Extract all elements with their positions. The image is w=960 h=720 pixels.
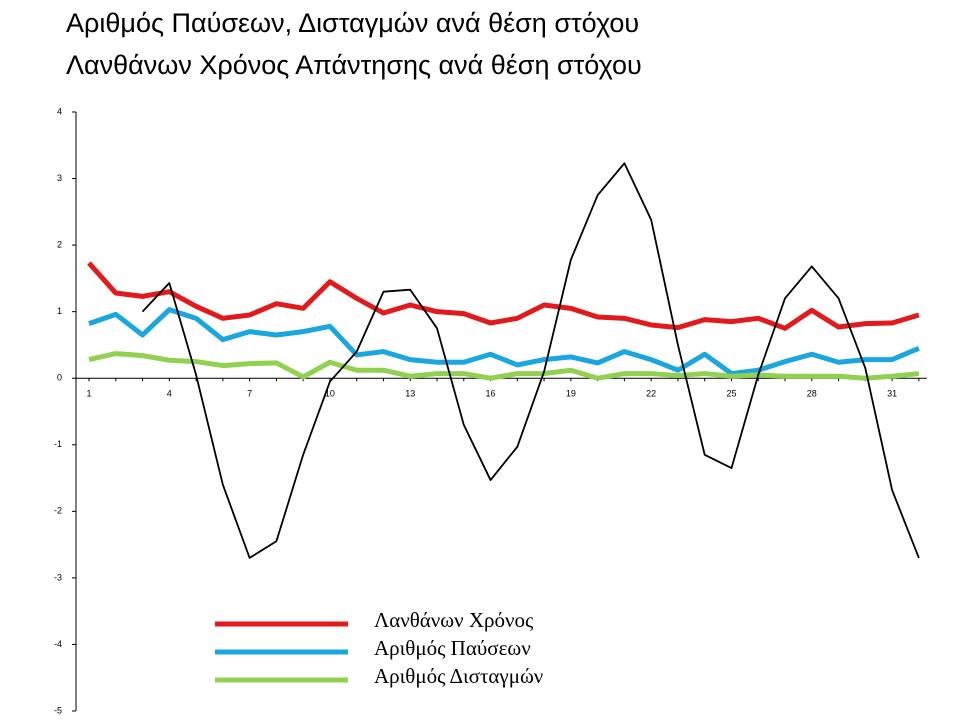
x-tick-label: 1 xyxy=(86,389,91,399)
chart-title: Αριθμός Παύσεων, Δισταγμών ανά θέση στόχ… xyxy=(66,8,639,38)
y-tick-label: -3 xyxy=(54,572,62,582)
y-tick-label: 1 xyxy=(57,306,62,316)
series-line xyxy=(88,307,920,377)
y-tick-label: -4 xyxy=(54,639,62,649)
x-tick-label: 22 xyxy=(646,389,656,399)
series-line xyxy=(87,261,920,331)
y-tick-label: 0 xyxy=(57,373,62,383)
x-tick-label: 28 xyxy=(807,389,817,399)
x-tick-label: 19 xyxy=(566,389,576,399)
y-tick-label: -5 xyxy=(54,705,62,715)
legend-label: Λανθάνων Χρόνος xyxy=(374,608,534,632)
x-tick-label: 10 xyxy=(325,389,335,399)
series-line xyxy=(141,162,920,559)
series-line xyxy=(88,351,920,381)
legend-label: Αριθμός Δισταγμών xyxy=(374,664,543,688)
y-tick-label: 4 xyxy=(57,106,62,116)
x-tick-label: 16 xyxy=(486,389,496,399)
x-tick-label: 7 xyxy=(247,389,252,399)
x-tick-label: 4 xyxy=(167,389,172,399)
y-tick-label: 2 xyxy=(57,239,62,249)
legend-label: Αριθμός Παύσεων xyxy=(374,636,531,660)
y-tick-label: 3 xyxy=(57,173,62,183)
chart-title: Λανθάνων Χρόνος Απάντησης ανά θέση στόχο… xyxy=(66,50,642,80)
x-tick-label: 31 xyxy=(887,389,897,399)
x-tick-label: 13 xyxy=(405,389,415,399)
y-tick-label: -2 xyxy=(54,506,62,516)
y-tick-label: -1 xyxy=(54,439,62,449)
x-tick-label: 25 xyxy=(726,389,736,399)
